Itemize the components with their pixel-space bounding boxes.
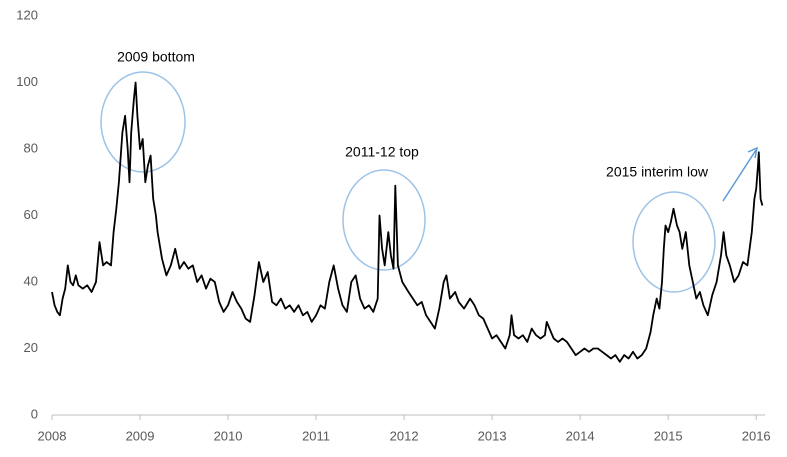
highlight-ellipse <box>632 191 716 293</box>
x-tick-label: 2011 <box>302 428 330 443</box>
x-tick-label: 2015 <box>654 428 683 443</box>
x-tick-label: 2010 <box>214 428 243 443</box>
trend-arrow <box>722 149 757 202</box>
annotation: 2009 bottom <box>117 49 195 65</box>
y-tick-label: 120 <box>16 7 38 22</box>
y-tick-label: 40 <box>24 273 38 288</box>
highlight-ellipse <box>100 71 186 173</box>
y-tick-label: 0 <box>31 406 38 421</box>
x-tick-label: 2013 <box>478 428 507 443</box>
x-tick-label: 2009 <box>126 428 155 443</box>
annotation: 2011-12 top <box>345 144 419 160</box>
x-tick-label: 2012 <box>390 428 419 443</box>
y-tick-label: 80 <box>24 140 38 155</box>
y-tick-label: 60 <box>24 207 38 222</box>
highlight-ellipse <box>342 169 426 271</box>
data-line <box>51 81 764 363</box>
annotation: 2015 interim low <box>606 164 709 180</box>
x-tick-label: 2016 <box>742 428 771 443</box>
trend-arrow-head <box>747 146 759 159</box>
x-tick-label: 2008 <box>38 428 67 443</box>
x-tick-label: 2014 <box>566 428 595 443</box>
y-tick-label: 20 <box>24 340 38 355</box>
y-tick-label: 100 <box>16 74 38 89</box>
